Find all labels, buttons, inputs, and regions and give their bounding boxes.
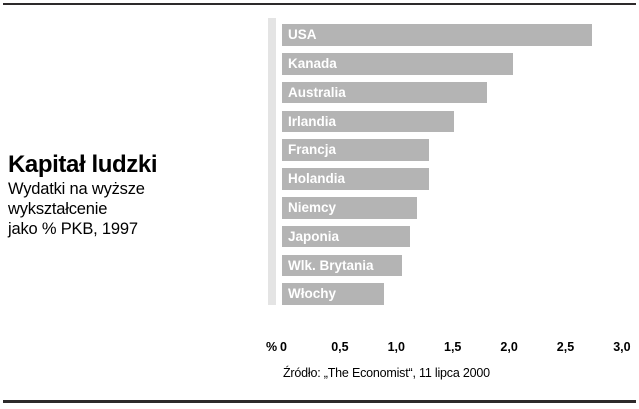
- bar-japonia: Japonia: [282, 225, 410, 248]
- bar-label: Australia: [288, 84, 346, 100]
- bar-niemcy: Niemcy: [282, 197, 418, 219]
- top-rule: [3, 3, 636, 5]
- x-tick-1-5: 1,5: [443, 340, 462, 354]
- chart-subtitle: Wydatki na wyższe wykształcenie jako % P…: [8, 179, 157, 239]
- bar-label: Holandia: [288, 171, 346, 187]
- bar-wlk-brytania: Wlk. Brytania: [282, 254, 402, 276]
- x-axis: % 0 0,5 1,0 1,5 2,0 2,5 3,0: [0, 341, 639, 355]
- bar-usa: USA: [282, 24, 593, 46]
- bar-kanada: Kanada: [282, 53, 514, 75]
- title-block: Kapitał ludzki Wydatki na wyższe wykszta…: [8, 151, 157, 239]
- chart-title: Kapitał ludzki: [8, 151, 158, 178]
- x-tick-2-0: 2,0: [500, 340, 518, 354]
- subtitle-line-1: Wydatki na wyższe: [8, 180, 145, 198]
- bar-label: Kanada: [288, 56, 337, 72]
- x-tick-1-0: 1,0: [387, 340, 405, 354]
- bar-label: Irlandia: [288, 113, 337, 129]
- subtitle-line-3: jako % PKB, 1997: [8, 220, 138, 238]
- x-axis-unit-label: %: [266, 340, 278, 354]
- bar-label: Niemcy: [288, 200, 337, 215]
- bar-francja: Francja: [282, 139, 429, 161]
- subtitle-line-2: wykształcenie: [8, 200, 108, 218]
- bar-label: USA: [288, 27, 317, 43]
- bar-label: Wlk. Brytania: [288, 257, 374, 273]
- bar-label: Japonia: [288, 228, 340, 244]
- bar-irlandia: Irlandia: [282, 110, 454, 133]
- bottom-rule: [3, 400, 636, 403]
- x-tick-0: 0: [280, 340, 287, 354]
- x-tick-3-0: 3,0: [613, 340, 631, 354]
- x-tick-0-5: 0,5: [331, 340, 349, 354]
- bar-holandia: Holandia: [282, 168, 429, 190]
- bar-australia: Australia: [282, 81, 488, 104]
- source-note: Źródło: „The Economist“, 11 lipca 2000: [283, 366, 490, 380]
- y-axis-band: [268, 18, 276, 305]
- bar-label: Francja: [288, 142, 337, 158]
- x-tick-2-5: 2,5: [556, 340, 575, 354]
- bar-w-ochy: Włochy: [282, 283, 384, 305]
- bar-label: Włochy: [288, 286, 337, 302]
